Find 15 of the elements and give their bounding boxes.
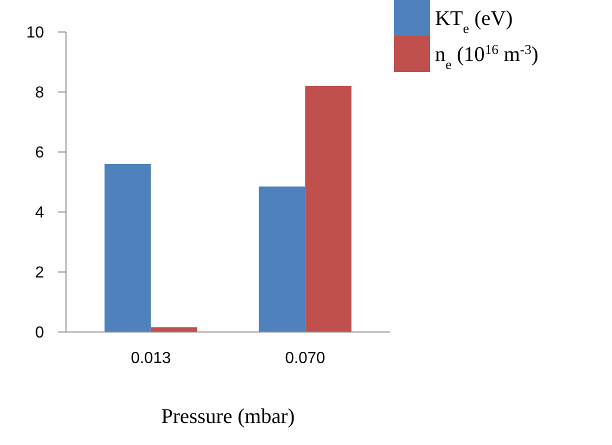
x-tick-label: 0.013	[130, 350, 171, 367]
legend-label: n$_{e}$ (10$^{16}$ m$^{-3}$)	[435, 42, 538, 72]
y-tick-label: 8	[35, 84, 44, 102]
x-axis-title: Pressure (mbar)	[161, 404, 295, 428]
y-tick-label: 2	[35, 264, 44, 282]
legend-label: KT$_{e}$ (eV)	[435, 6, 513, 36]
y-tick-label: 10	[26, 24, 44, 42]
x-tick-label: 0.070	[285, 350, 326, 367]
y-tick-label: 6	[35, 144, 44, 162]
y-tick-label: 4	[35, 204, 44, 222]
y-tick-label: 0	[35, 324, 44, 342]
bar	[305, 86, 352, 332]
bar	[258, 186, 306, 332]
bar	[150, 327, 198, 332]
bar	[104, 164, 151, 332]
